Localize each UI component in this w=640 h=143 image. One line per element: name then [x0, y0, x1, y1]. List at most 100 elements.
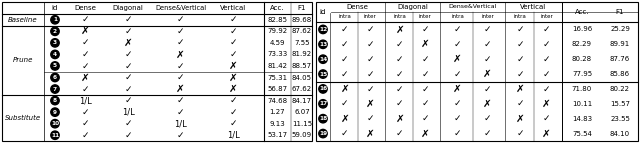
- Text: ✗: ✗: [396, 114, 404, 124]
- Text: ✓: ✓: [177, 61, 184, 70]
- Text: ✓: ✓: [484, 25, 492, 34]
- Bar: [316, 2, 330, 12]
- Text: ✓: ✓: [124, 73, 132, 82]
- Text: ✗: ✗: [542, 129, 551, 139]
- Text: ✓: ✓: [396, 99, 404, 108]
- Text: ✓: ✓: [454, 99, 461, 108]
- Text: ✗: ✗: [542, 99, 551, 109]
- Text: 9.13: 9.13: [269, 121, 285, 127]
- Circle shape: [319, 100, 327, 108]
- Circle shape: [51, 131, 60, 139]
- Text: ✓: ✓: [454, 129, 461, 138]
- Text: 75.31: 75.31: [268, 75, 287, 81]
- Text: 73.33: 73.33: [268, 51, 287, 57]
- Text: 77.95: 77.95: [572, 71, 592, 77]
- Text: ✓: ✓: [421, 114, 429, 123]
- Text: 56.87: 56.87: [268, 86, 287, 92]
- Text: 14: 14: [319, 57, 327, 62]
- Text: ✓: ✓: [421, 25, 429, 34]
- Text: ✓: ✓: [421, 99, 429, 108]
- Text: 6.07: 6.07: [294, 109, 310, 115]
- Text: ✓: ✓: [229, 38, 237, 47]
- Text: 53.17: 53.17: [268, 132, 287, 138]
- Text: intra: intra: [514, 14, 527, 19]
- Text: inter: inter: [540, 14, 553, 19]
- Text: 87.76: 87.76: [610, 56, 630, 62]
- Text: 8: 8: [53, 98, 57, 103]
- Text: ✓: ✓: [421, 84, 429, 93]
- Text: Vertical: Vertical: [520, 4, 547, 10]
- Text: ✓: ✓: [484, 84, 492, 93]
- Text: Vertical: Vertical: [220, 5, 246, 11]
- Circle shape: [51, 73, 60, 82]
- Text: ✓: ✓: [81, 38, 89, 47]
- Text: 11: 11: [51, 133, 59, 138]
- Text: F1: F1: [298, 5, 307, 11]
- Circle shape: [319, 115, 327, 123]
- Text: ✓: ✓: [81, 119, 89, 128]
- Text: 12: 12: [319, 27, 327, 32]
- Text: 23.55: 23.55: [610, 116, 630, 122]
- Text: 59.09: 59.09: [292, 132, 312, 138]
- Text: ✓: ✓: [81, 131, 89, 140]
- Text: 82.85: 82.85: [268, 17, 287, 23]
- Text: ✓: ✓: [516, 69, 524, 79]
- Text: ✓: ✓: [124, 27, 132, 36]
- Text: ✓: ✓: [454, 69, 461, 79]
- Text: 74.68: 74.68: [268, 98, 287, 104]
- Text: 16: 16: [319, 86, 327, 91]
- Text: ✗: ✗: [228, 61, 237, 71]
- Text: 87.62: 87.62: [292, 28, 312, 34]
- Text: Dense: Dense: [74, 5, 96, 11]
- Text: ✓: ✓: [543, 40, 550, 49]
- Text: 15: 15: [319, 72, 327, 77]
- Text: ✓: ✓: [177, 15, 184, 24]
- Text: 5: 5: [53, 63, 57, 68]
- Circle shape: [51, 39, 60, 47]
- Text: 79.92: 79.92: [268, 28, 287, 34]
- Text: 71.80: 71.80: [572, 86, 592, 92]
- Text: 25.29: 25.29: [610, 26, 630, 32]
- Circle shape: [51, 27, 60, 35]
- Text: 2: 2: [53, 29, 57, 34]
- Circle shape: [319, 25, 327, 34]
- Text: ✓: ✓: [396, 84, 404, 93]
- Text: intra: intra: [339, 14, 351, 19]
- Circle shape: [51, 96, 60, 105]
- Text: ✓: ✓: [366, 55, 374, 64]
- Text: Substitute: Substitute: [5, 115, 41, 121]
- Text: ✓: ✓: [516, 25, 524, 34]
- Text: ✓: ✓: [396, 55, 404, 64]
- Circle shape: [51, 85, 60, 93]
- Text: ✓: ✓: [484, 129, 492, 138]
- Text: 7: 7: [53, 87, 57, 92]
- Text: ✓: ✓: [341, 55, 349, 64]
- Text: ✓: ✓: [81, 85, 89, 94]
- Text: 81.92: 81.92: [292, 51, 312, 57]
- Text: ✗: ✗: [366, 129, 374, 139]
- Text: ✓: ✓: [177, 108, 184, 117]
- Text: 85.86: 85.86: [610, 71, 630, 77]
- Text: 89.68: 89.68: [292, 17, 312, 23]
- Text: Dense: Dense: [347, 4, 369, 10]
- Text: Acc.: Acc.: [575, 9, 589, 15]
- Text: 10.11: 10.11: [572, 101, 592, 107]
- Text: 3: 3: [53, 40, 57, 45]
- Text: 80.28: 80.28: [572, 56, 592, 62]
- Text: id: id: [320, 9, 326, 15]
- Text: ✗: ✗: [516, 114, 525, 124]
- Text: ✗: ✗: [124, 38, 132, 48]
- Text: 15.57: 15.57: [610, 101, 630, 107]
- Text: ✗: ✗: [81, 73, 90, 83]
- Text: intra: intra: [394, 14, 406, 19]
- Text: ✓: ✓: [484, 55, 492, 64]
- Text: ✗: ✗: [420, 129, 429, 139]
- Bar: [2, 2, 312, 141]
- Text: ✓: ✓: [454, 40, 461, 49]
- Text: ✗: ✗: [366, 99, 374, 109]
- Circle shape: [51, 108, 60, 116]
- Text: ✓: ✓: [366, 114, 374, 123]
- Text: ✗: ✗: [176, 84, 185, 94]
- Text: 16.96: 16.96: [572, 26, 592, 32]
- Circle shape: [319, 70, 327, 78]
